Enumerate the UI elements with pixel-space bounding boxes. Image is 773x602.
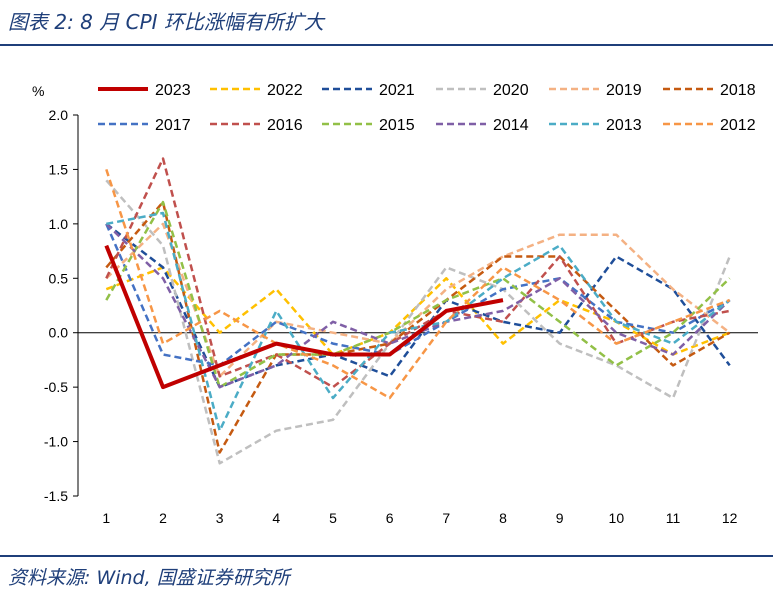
series-line-2023 <box>104 244 504 390</box>
y-tick-label: 2.0 <box>49 107 69 123</box>
y-tick-label: 1.0 <box>49 216 69 232</box>
x-tick-label: 4 <box>272 510 280 526</box>
x-tick-label: 1 <box>102 510 110 526</box>
y-tick-label: 1.5 <box>49 161 69 177</box>
y-tick-label: -1.5 <box>44 488 68 504</box>
series-line-2020 <box>105 179 731 465</box>
source-divider <box>0 555 773 557</box>
source-note: 资料来源: Wind, 国盛证券研究所 <box>8 567 290 589</box>
cpi-mom-line-chart: 2.01.51.00.50.0-0.5-1.0-1.5%1 2 3 4 5 6 7 8 9 10 1… <box>32 82 758 526</box>
legend-label-2023: 2023 <box>155 82 191 99</box>
chart-title: 图表 2: 8 月 CPI 环比涨幅有所扩大 <box>8 10 324 34</box>
series-line-2022 <box>105 266 731 356</box>
legend-label-2017: 2017 <box>155 117 191 134</box>
legend-label-2012: 2012 <box>720 117 756 134</box>
x-tick-label: 3 <box>216 510 224 526</box>
legend-label-2019: 2019 <box>606 82 642 99</box>
series-line-2013 <box>106 211 731 432</box>
title-divider <box>0 44 773 46</box>
x-tick-label: 9 <box>556 510 564 526</box>
x-tick-label: 6 <box>386 510 394 526</box>
series-line-2017 <box>105 223 731 367</box>
y-tick-label: -0.5 <box>44 379 68 395</box>
legend-label-2013: 2013 <box>606 117 642 134</box>
y-tick-label: -1.0 <box>44 434 68 450</box>
legend-label-2021: 2021 <box>379 82 415 99</box>
x-tick-label: 12 <box>722 510 738 526</box>
legend-label-2016: 2016 <box>267 117 303 134</box>
series-line-2015 <box>105 200 731 389</box>
series-line-2018 <box>105 200 731 454</box>
x-tick-label: 5 <box>329 510 337 526</box>
y-tick-label: 0.0 <box>49 325 69 341</box>
legend-label-2015: 2015 <box>379 117 415 134</box>
x-tick-label: 11 <box>666 510 681 526</box>
legend-label-2014: 2014 <box>493 117 529 134</box>
y-axis-unit-label: % <box>32 83 44 99</box>
legend-label-2018: 2018 <box>720 82 756 99</box>
series-line-2016 <box>105 157 730 389</box>
series-line-2012 <box>105 169 731 400</box>
x-tick-label: 7 <box>442 510 450 526</box>
x-tick-label: 10 <box>609 510 625 526</box>
x-tick-label: 2 <box>159 510 167 526</box>
y-tick-label: 0.5 <box>49 270 69 286</box>
x-tick-label: 8 <box>499 510 507 526</box>
legend-label-2022: 2022 <box>267 82 303 99</box>
legend-label-2020: 2020 <box>493 82 529 99</box>
